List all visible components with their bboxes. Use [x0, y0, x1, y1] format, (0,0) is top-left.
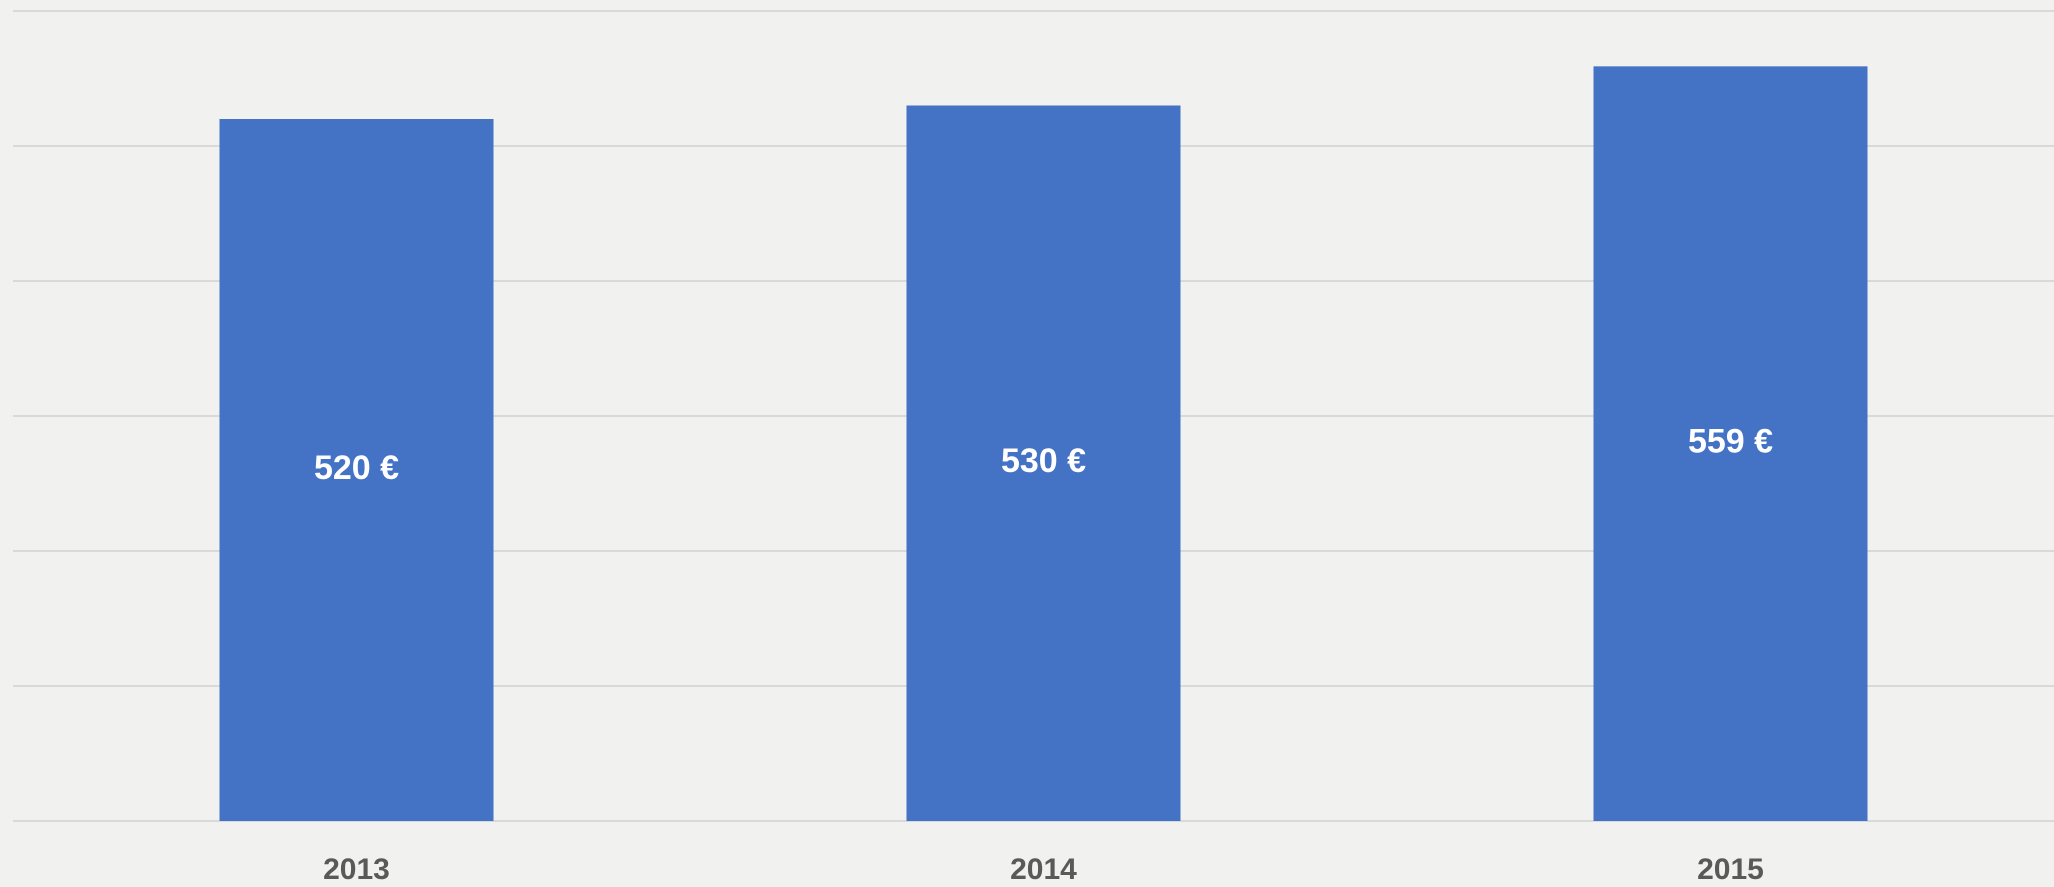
- x-tick-label: 2014: [1010, 853, 1077, 886]
- x-tick-label: 2015: [1697, 853, 1764, 886]
- data-label: 530 €: [1001, 442, 1086, 480]
- bar: [219, 119, 494, 821]
- data-label: 520 €: [314, 449, 399, 487]
- data-label: 559 €: [1688, 423, 1773, 461]
- bar: [906, 105, 1181, 821]
- x-tick-label: 2013: [323, 853, 390, 886]
- bar: [1593, 66, 1868, 822]
